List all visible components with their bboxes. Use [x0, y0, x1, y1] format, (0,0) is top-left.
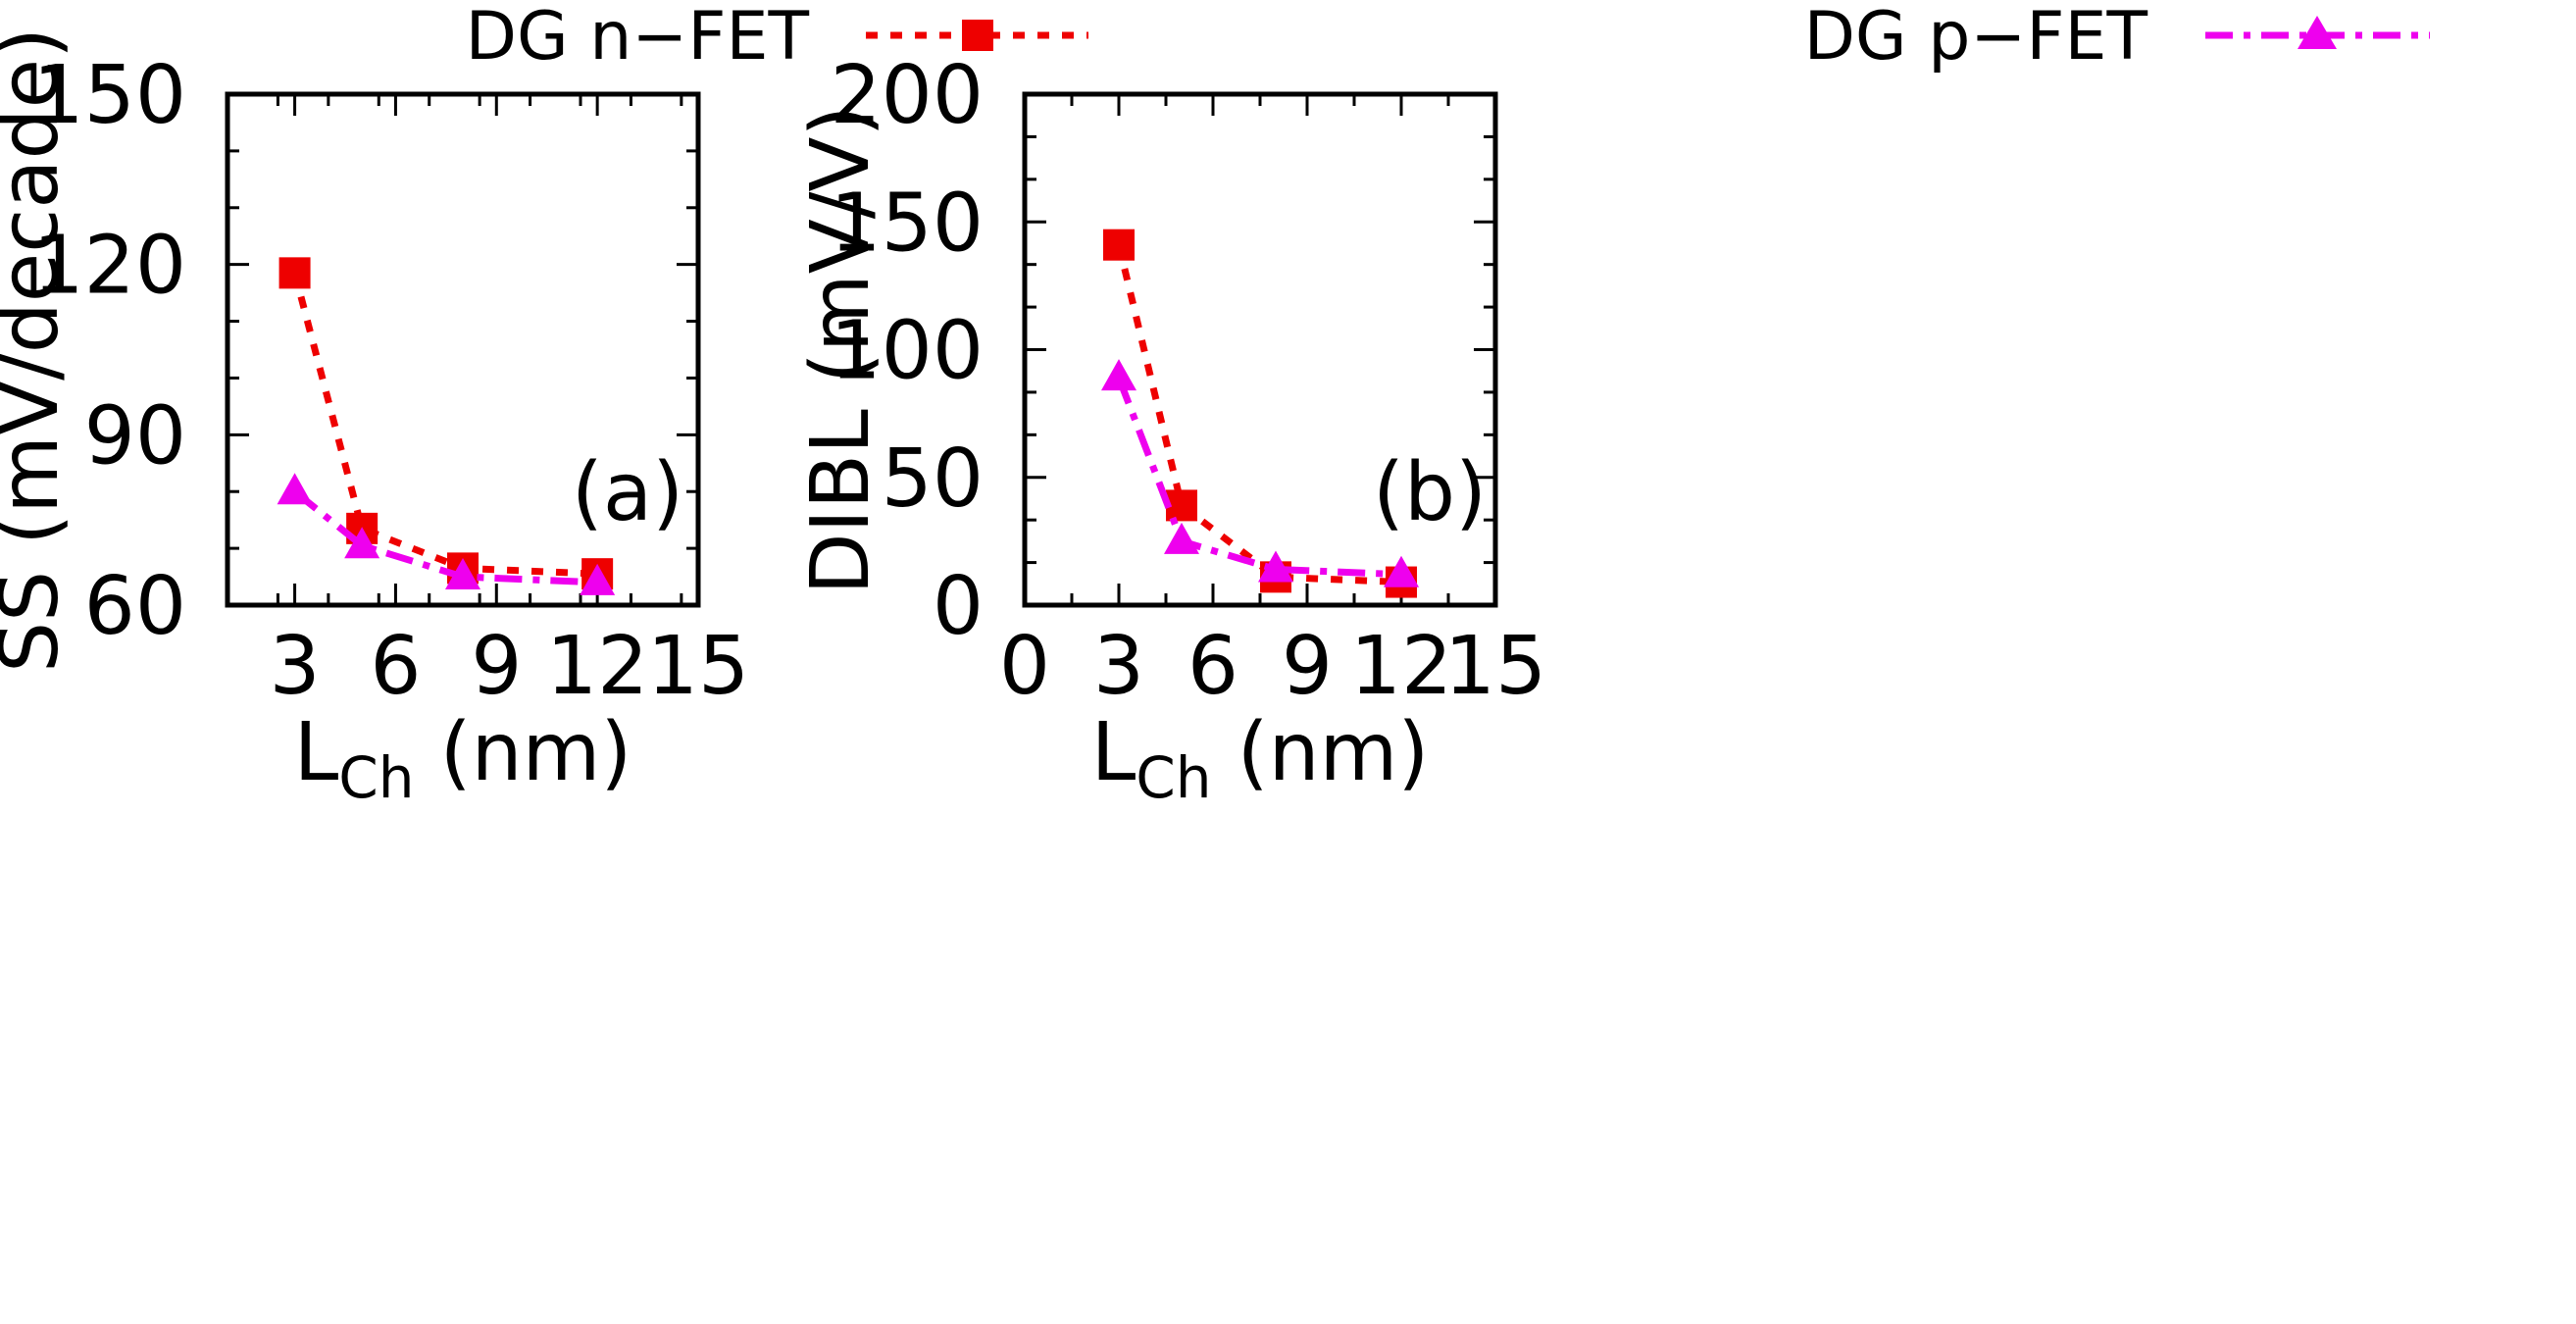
x-tick-label: 3	[1093, 620, 1144, 713]
y-tick-label: 90	[84, 389, 186, 483]
legend-marker-n-fet	[962, 20, 993, 51]
x-axis-label: LCh (nm)	[1091, 706, 1430, 811]
x-axis-label: LCh (nm)	[294, 706, 632, 811]
legend-entry-n-fet: DG n−FET	[466, 0, 1088, 76]
plot-frame	[225, 91, 701, 608]
y-tick-label: 50	[882, 433, 984, 526]
y-axis-label: DIBL (mV/V)	[794, 105, 887, 594]
data-point	[277, 473, 313, 505]
series-line	[1115, 376, 1402, 579]
y-tick-label: 100	[830, 305, 984, 398]
x-tick-label: 9	[471, 620, 522, 713]
series-line	[292, 488, 598, 586]
data-point	[445, 558, 480, 590]
y-axis-label: SS (mV/decade)	[0, 27, 76, 673]
y-tick-label: 200	[830, 49, 984, 142]
legend-marker-p-fet	[2298, 16, 2337, 49]
series-n-fet	[278, 257, 614, 590]
y-tick-label: 150	[32, 49, 186, 142]
y-tick-label: 120	[32, 220, 186, 313]
data-point	[344, 527, 380, 559]
x-tick-label: 12	[546, 620, 648, 713]
series-line	[291, 272, 598, 578]
data-point	[278, 257, 311, 289]
x-tick-label: 6	[1187, 620, 1238, 713]
series-n-fet	[1103, 229, 1417, 598]
x-tick-label: 9	[1282, 620, 1333, 713]
y-tick-label: 0	[933, 560, 984, 653]
legend: DG n−FET DG p−FET	[466, 0, 2430, 76]
series-line	[1115, 243, 1402, 586]
panel-tag: (a)	[572, 446, 683, 539]
data-point	[1164, 522, 1199, 554]
series-p-fet	[1101, 359, 1419, 587]
data-point	[1101, 359, 1136, 391]
series-p-fet	[277, 473, 616, 595]
x-tick-label: 3	[269, 620, 320, 713]
y-tick-label: 60	[84, 560, 186, 653]
x-tick-label: 15	[647, 620, 749, 713]
x-tick-label: 0	[999, 620, 1050, 713]
y-tick-label: 150	[830, 177, 984, 270]
data-point	[1384, 555, 1419, 587]
legend-label-n-fet: DG n−FET	[466, 0, 810, 76]
legend-entry-p-fet: DG p−FET	[1804, 0, 2430, 76]
data-point	[1103, 229, 1135, 261]
panel-tag: (b)	[1373, 446, 1487, 539]
x-tick-label: 15	[1444, 620, 1546, 713]
data-point	[580, 563, 616, 595]
x-tick-label: 6	[370, 620, 421, 713]
plot-frame	[1022, 91, 1498, 608]
x-tick-label: 12	[1350, 620, 1452, 713]
legend-label-p-fet: DG p−FET	[1804, 0, 2148, 76]
data-point	[1258, 550, 1293, 583]
